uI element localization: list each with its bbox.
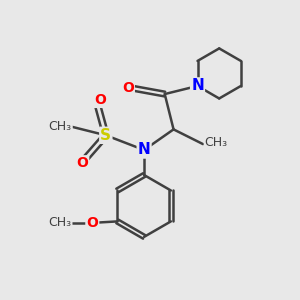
Text: O: O xyxy=(76,156,88,170)
Text: N: N xyxy=(191,79,204,94)
Text: O: O xyxy=(94,93,106,107)
Text: CH₃: CH₃ xyxy=(205,136,228,149)
Text: CH₃: CH₃ xyxy=(49,120,72,133)
Text: N: N xyxy=(138,142,151,158)
Text: O: O xyxy=(122,81,134,95)
Text: S: S xyxy=(100,128,111,143)
Text: CH₃: CH₃ xyxy=(48,216,71,230)
Text: O: O xyxy=(86,216,98,230)
